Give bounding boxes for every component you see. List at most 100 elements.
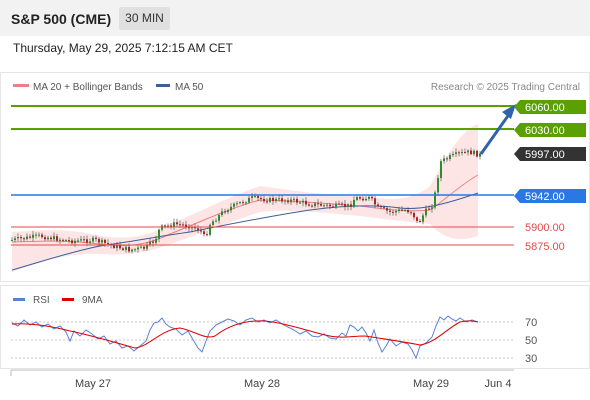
x-label-may29: May 29 (413, 378, 449, 390)
candle-body (53, 236, 55, 240)
candle-body (158, 229, 160, 239)
candle-body (275, 198, 277, 202)
candle-body (179, 224, 181, 226)
candle-body (332, 206, 334, 208)
svg-text:5942.00: 5942.00 (525, 191, 565, 203)
candle-body (152, 241, 154, 243)
candle-body (89, 241, 91, 243)
candle-body (245, 202, 247, 204)
level-tag-current: 5997.00 (514, 147, 586, 161)
candle-body (326, 204, 328, 206)
ma50-line (11, 192, 479, 271)
candle-body (290, 199, 292, 203)
candle-body (221, 211, 223, 216)
candle-body (122, 248, 124, 250)
candle-body (287, 200, 289, 203)
candle-body (80, 239, 82, 241)
timeframe-button[interactable]: 30 MIN (119, 7, 170, 30)
candle-body (254, 195, 256, 197)
candle-body (377, 204, 379, 206)
candle-body (350, 204, 352, 207)
candle-body (71, 240, 73, 244)
candle-body (386, 208, 388, 211)
candle-body (146, 244, 148, 249)
legend-9ma-label: 9MA (82, 295, 103, 306)
candle-body (473, 150, 475, 155)
candle-body (14, 238, 16, 240)
candle-body (167, 225, 169, 227)
candle-body (134, 249, 136, 251)
legend-9ma-swatch (62, 298, 74, 301)
svg-text:6060.00: 6060.00 (525, 102, 565, 114)
candle-body (461, 152, 463, 154)
bollinger-band (12, 124, 478, 272)
level-tag-6060: 6060.00 (514, 100, 586, 114)
candle-body (446, 158, 448, 160)
candle-body (131, 249, 133, 252)
candle-body (200, 230, 202, 232)
candle-body (440, 161, 442, 179)
candle-body (155, 238, 157, 243)
candle-body (296, 198, 298, 203)
candle-body (467, 150, 469, 153)
candle-body (413, 212, 415, 218)
x-label-may28: May 28 (244, 378, 280, 390)
candle-body (236, 203, 238, 205)
candle-body (50, 237, 52, 240)
candle-body (266, 201, 268, 203)
candle-body (161, 225, 163, 230)
candle-body (77, 240, 79, 242)
candle-body (356, 197, 358, 200)
candle-body (38, 234, 40, 236)
candle-body (83, 239, 85, 241)
candle-body (281, 198, 283, 202)
rsi-axis-30: 30 (525, 353, 537, 365)
candle-body (389, 210, 391, 212)
rsi-axis-70: 70 (525, 317, 537, 329)
candle-body (20, 237, 22, 239)
candle-body (92, 237, 94, 242)
candle-body (143, 246, 145, 249)
level-tag-5875: 5875.00 (525, 241, 565, 253)
candle-body (29, 236, 31, 238)
candle-body (479, 153, 481, 157)
candle-body (317, 203, 319, 205)
candle-body (248, 197, 250, 203)
candle-body (176, 222, 178, 225)
candle-body (119, 245, 121, 249)
candle-body (263, 198, 265, 202)
candle-body (443, 158, 445, 162)
candle-body (269, 197, 271, 202)
candle-body (284, 200, 286, 202)
candle-body (56, 236, 58, 241)
candle-body (212, 221, 214, 225)
instrument-title: S&P 500 (CME) (11, 11, 112, 27)
candle-body (113, 245, 115, 248)
candle-body (251, 196, 253, 198)
candle-body (149, 241, 151, 245)
candle-body (206, 234, 208, 236)
candle-body (302, 200, 304, 203)
candle-body (173, 222, 175, 228)
candle-body (311, 205, 313, 207)
x-label-jun4: Jun 4 (485, 378, 512, 390)
candle-body (395, 211, 397, 213)
candle-body (185, 224, 187, 227)
candle-body (374, 198, 376, 205)
candle-body (203, 231, 205, 235)
candle-body (23, 238, 25, 240)
candle-body (338, 203, 340, 205)
candle-body (368, 196, 370, 199)
candle-body (188, 226, 190, 229)
candle-body (104, 239, 106, 244)
candle-body (272, 197, 274, 202)
candle-body (299, 202, 301, 204)
candle-body (305, 200, 307, 205)
candle-body (434, 192, 436, 208)
legend-rsi-label: RSI (33, 295, 50, 306)
candle-body (215, 220, 217, 222)
candle-body (59, 239, 61, 241)
candle-body (398, 209, 400, 212)
candle-body (437, 178, 439, 193)
candle-body (257, 195, 259, 198)
